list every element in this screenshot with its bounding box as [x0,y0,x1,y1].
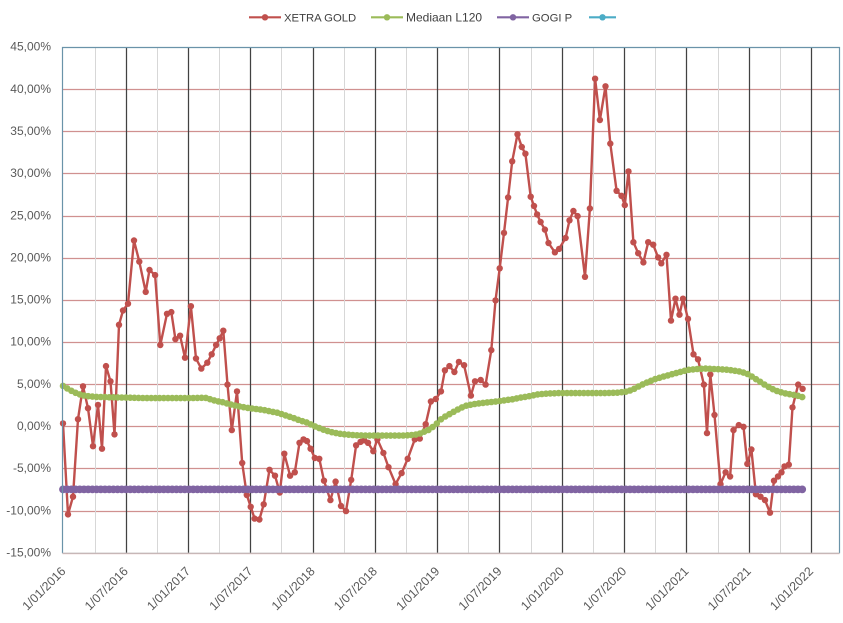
svg-text:10,00%: 10,00% [10,335,51,349]
svg-text:5,00%: 5,00% [17,377,51,391]
svg-text:XETRA GOLD: XETRA GOLD [284,12,356,24]
svg-text:30,00%: 30,00% [10,166,51,180]
svg-text:-5,00%: -5,00% [13,461,51,475]
svg-text:GOGI P: GOGI P [532,12,572,24]
svg-text:15,00%: 15,00% [10,293,51,307]
svg-text:0,00%: 0,00% [17,419,51,433]
svg-text:-15,00%: -15,00% [6,545,51,559]
svg-text:-10,00%: -10,00% [6,503,51,517]
svg-text:Mediaan L120: Mediaan L120 [406,10,482,24]
svg-text:25,00%: 25,00% [10,208,51,222]
svg-text:20,00%: 20,00% [10,250,51,264]
svg-text:35,00%: 35,00% [10,124,51,138]
svg-text:45,00%: 45,00% [10,40,51,54]
svg-text:40,00%: 40,00% [10,82,51,96]
